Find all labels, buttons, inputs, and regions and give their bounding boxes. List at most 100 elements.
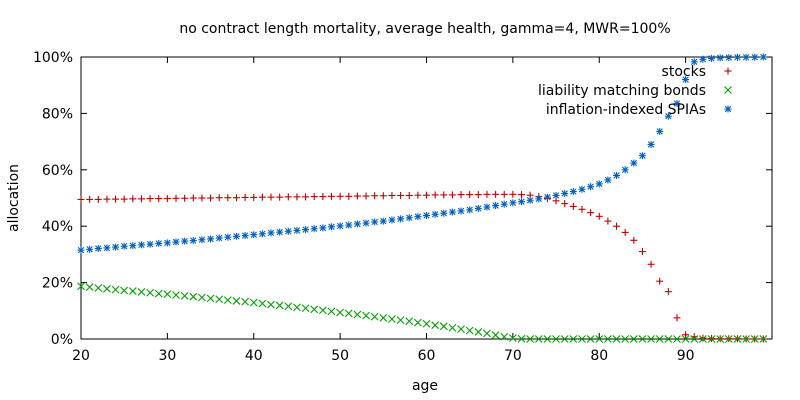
- data-point: [388, 315, 396, 323]
- data-point: [578, 185, 586, 193]
- data-point: [163, 195, 171, 203]
- data-point: [656, 127, 664, 135]
- x-tick-label: 70: [504, 348, 522, 364]
- data-point: [413, 318, 422, 327]
- data-point: [362, 219, 370, 227]
- x-tick-label: 60: [418, 348, 436, 364]
- data-point: [647, 140, 655, 148]
- data-point: [137, 241, 145, 249]
- legend-marker: [724, 67, 732, 75]
- data-point: [638, 335, 647, 343]
- data-point: [77, 282, 85, 291]
- data-point: [319, 193, 327, 201]
- data-point: [189, 194, 197, 202]
- data-point: [699, 334, 707, 342]
- data-point: [206, 294, 215, 303]
- y-axis: 0% 20% 40% 60% 80% 100%: [33, 50, 772, 348]
- data-point: [457, 191, 465, 199]
- y-tick-label: 100%: [33, 50, 73, 66]
- data-point: [146, 288, 154, 297]
- data-point: [353, 310, 362, 319]
- data-point: [207, 235, 215, 243]
- data-point: [284, 302, 293, 311]
- data-point: [448, 323, 457, 332]
- data-point: [517, 334, 526, 343]
- data-point: [267, 300, 275, 309]
- data-point: [699, 335, 707, 343]
- data-point: [276, 193, 284, 201]
- data-point: [474, 204, 482, 212]
- data-point: [293, 226, 301, 234]
- data-point: [509, 199, 517, 207]
- data-point: [103, 244, 111, 252]
- data-point: [371, 218, 379, 226]
- data-point: [613, 171, 621, 179]
- data-point: [379, 192, 387, 200]
- data-point: [474, 328, 483, 336]
- data-point: [215, 194, 223, 202]
- data-point: [742, 53, 750, 61]
- data-point: [526, 196, 534, 204]
- legend-label: liability matching bonds: [538, 83, 706, 99]
- data-point: [198, 194, 206, 202]
- data-point: [647, 260, 655, 268]
- data-point: [708, 54, 716, 62]
- data-point: [535, 195, 543, 203]
- data-point: [137, 195, 145, 203]
- data-point: [94, 284, 103, 292]
- data-point: [155, 239, 163, 247]
- data-point: [154, 289, 163, 298]
- data-point: [690, 335, 699, 343]
- data-point: [129, 242, 137, 250]
- data-point: [267, 229, 275, 237]
- data-point: [293, 193, 301, 201]
- data-point: [509, 190, 517, 198]
- data-point: [431, 321, 440, 330]
- data-point: [725, 54, 733, 62]
- data-point: [664, 288, 672, 296]
- data-point: [587, 183, 595, 191]
- data-point: [362, 192, 370, 200]
- data-point: [733, 335, 742, 343]
- data-point: [656, 277, 664, 285]
- data-point: [284, 227, 292, 235]
- data-point: [397, 215, 405, 223]
- data-point: [483, 203, 491, 211]
- legend-marker: [724, 105, 732, 113]
- data-point: [302, 226, 310, 234]
- legend-marker: [724, 86, 732, 94]
- y-tick-label: 20%: [42, 276, 73, 292]
- data-point: [474, 191, 482, 199]
- data-point: [345, 192, 353, 200]
- data-point: [724, 335, 733, 343]
- data-point: [621, 166, 629, 174]
- data-point: [241, 297, 250, 306]
- x-tick-label: 20: [72, 348, 90, 364]
- data-point: [759, 53, 767, 61]
- data-point: [751, 53, 759, 61]
- data-point: [327, 192, 335, 200]
- y-tick-label: 80%: [42, 106, 73, 122]
- data-point: [146, 195, 154, 203]
- data-point: [543, 193, 551, 201]
- data-point: [595, 335, 604, 343]
- data-point: [587, 209, 595, 217]
- data-point: [578, 335, 586, 343]
- x-tick-label: 50: [331, 348, 349, 364]
- data-point: [440, 191, 448, 199]
- data-point: [733, 53, 741, 61]
- data-point: [232, 232, 240, 240]
- data-point: [128, 287, 137, 295]
- data-point: [379, 313, 388, 322]
- data-point: [405, 317, 414, 326]
- data-point: [181, 237, 189, 245]
- data-point: [673, 100, 681, 108]
- data-point: [310, 305, 319, 314]
- data-point: [500, 190, 508, 198]
- data-point: [172, 194, 180, 202]
- data-point: [224, 233, 232, 241]
- data-point: [275, 301, 284, 310]
- data-point: [569, 335, 578, 343]
- data-point: [465, 326, 474, 335]
- data-point: [750, 335, 759, 343]
